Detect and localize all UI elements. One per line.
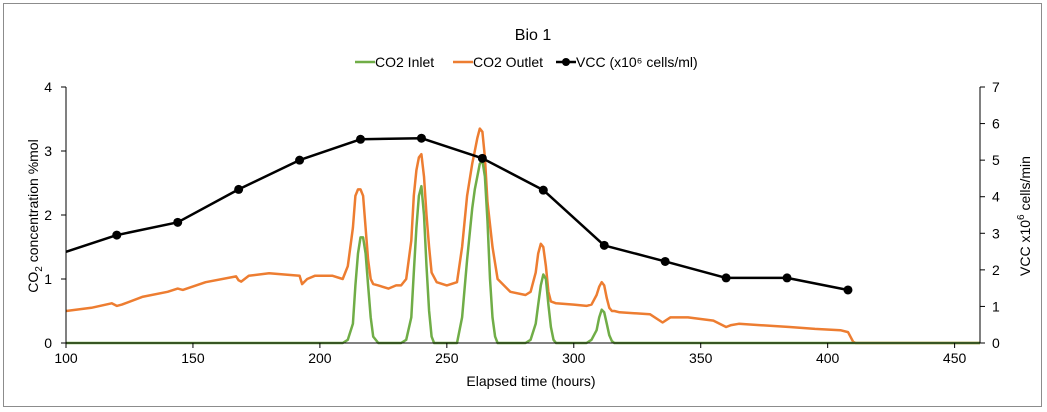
y-axis-right-title: VCC x106 cells/min bbox=[1016, 156, 1033, 276]
y-right-tick-label: 5 bbox=[992, 152, 1000, 168]
series-line-co2-outlet bbox=[66, 127, 980, 345]
x-ticks: 100 150 200 250 300 350 400 450 bbox=[54, 343, 967, 366]
y-left-tick-label: 0 bbox=[44, 335, 52, 351]
y-axis-left-title: CO2 concentration %mol bbox=[25, 139, 45, 292]
series-layer bbox=[66, 127, 980, 345]
y-left-tick-label: 1 bbox=[44, 271, 52, 287]
y-right-title-sup: 6 bbox=[1016, 214, 1027, 220]
x-axis-title: Elapsed time (hours) bbox=[466, 373, 595, 389]
legend-marker-vcc-x10-cells-ml bbox=[562, 58, 570, 66]
x-tick-label: 450 bbox=[943, 350, 967, 366]
x-tick-label: 150 bbox=[181, 350, 205, 366]
y-right-ticks: 0 1 2 3 4 5 6 7 bbox=[980, 79, 1000, 351]
vcc-data-point bbox=[782, 273, 792, 283]
legend: CO2 Inlet CO2 Outlet VCC (x10⁶ cells/ml) bbox=[355, 54, 698, 70]
marker-layer bbox=[112, 133, 853, 295]
vcc-data-point bbox=[599, 240, 609, 250]
x-tick-label: 300 bbox=[562, 350, 586, 366]
vcc-data-point bbox=[112, 230, 122, 240]
vcc-data-point bbox=[416, 133, 426, 143]
chart-title: Bio 1 bbox=[515, 27, 552, 44]
y-right-tick-label: 1 bbox=[992, 298, 1000, 314]
vcc-data-point bbox=[843, 285, 853, 295]
y-right-tick-label: 2 bbox=[992, 262, 1000, 278]
vcc-data-point bbox=[173, 217, 183, 227]
x-tick-label: 250 bbox=[435, 350, 459, 366]
y-left-ticks: 0 1 2 3 4 bbox=[44, 79, 66, 351]
x-tick-label: 400 bbox=[816, 350, 840, 366]
y-right-title-main: VCC x10 bbox=[1017, 220, 1033, 276]
series-line-vcc-x10-cells-ml bbox=[66, 136, 850, 292]
y-right-tick-label: 7 bbox=[992, 79, 1000, 95]
legend-label-vcc-x10-cells-ml: VCC (x10⁶ cells/ml) bbox=[576, 54, 698, 70]
vcc-data-point bbox=[356, 134, 366, 144]
y-left-tick-label: 4 bbox=[44, 79, 52, 95]
chart-frame bbox=[3, 3, 1042, 407]
legend-label-co2-inlet: CO2 Inlet bbox=[375, 54, 434, 70]
y-right-tick-label: 6 bbox=[992, 116, 1000, 132]
vcc-data-point bbox=[295, 155, 305, 165]
y-right-tick-label: 4 bbox=[992, 189, 1000, 205]
legend-label-co2-outlet: CO2 Outlet bbox=[473, 54, 543, 70]
y-left-tick-label: 3 bbox=[44, 143, 52, 159]
y-left-title-rest: concentration %mol bbox=[25, 139, 41, 266]
y-right-tick-label: 0 bbox=[992, 335, 1000, 351]
y-left-title-sub: 2 bbox=[34, 266, 45, 272]
vcc-data-point bbox=[721, 273, 731, 283]
vcc-data-point bbox=[538, 185, 548, 195]
y-left-title-main: CO bbox=[25, 272, 41, 293]
x-tick-label: 200 bbox=[308, 350, 332, 366]
vcc-data-point bbox=[477, 153, 487, 163]
y-left-tick-label: 2 bbox=[44, 207, 52, 223]
x-tick-label: 350 bbox=[689, 350, 713, 366]
series-line-co2-inlet bbox=[66, 159, 980, 345]
vcc-data-point bbox=[660, 256, 670, 266]
y-right-tick-label: 3 bbox=[992, 225, 1000, 241]
x-tick-label: 100 bbox=[54, 350, 78, 366]
vcc-data-point bbox=[234, 184, 244, 194]
y-right-title-rest: cells/min bbox=[1017, 156, 1033, 214]
